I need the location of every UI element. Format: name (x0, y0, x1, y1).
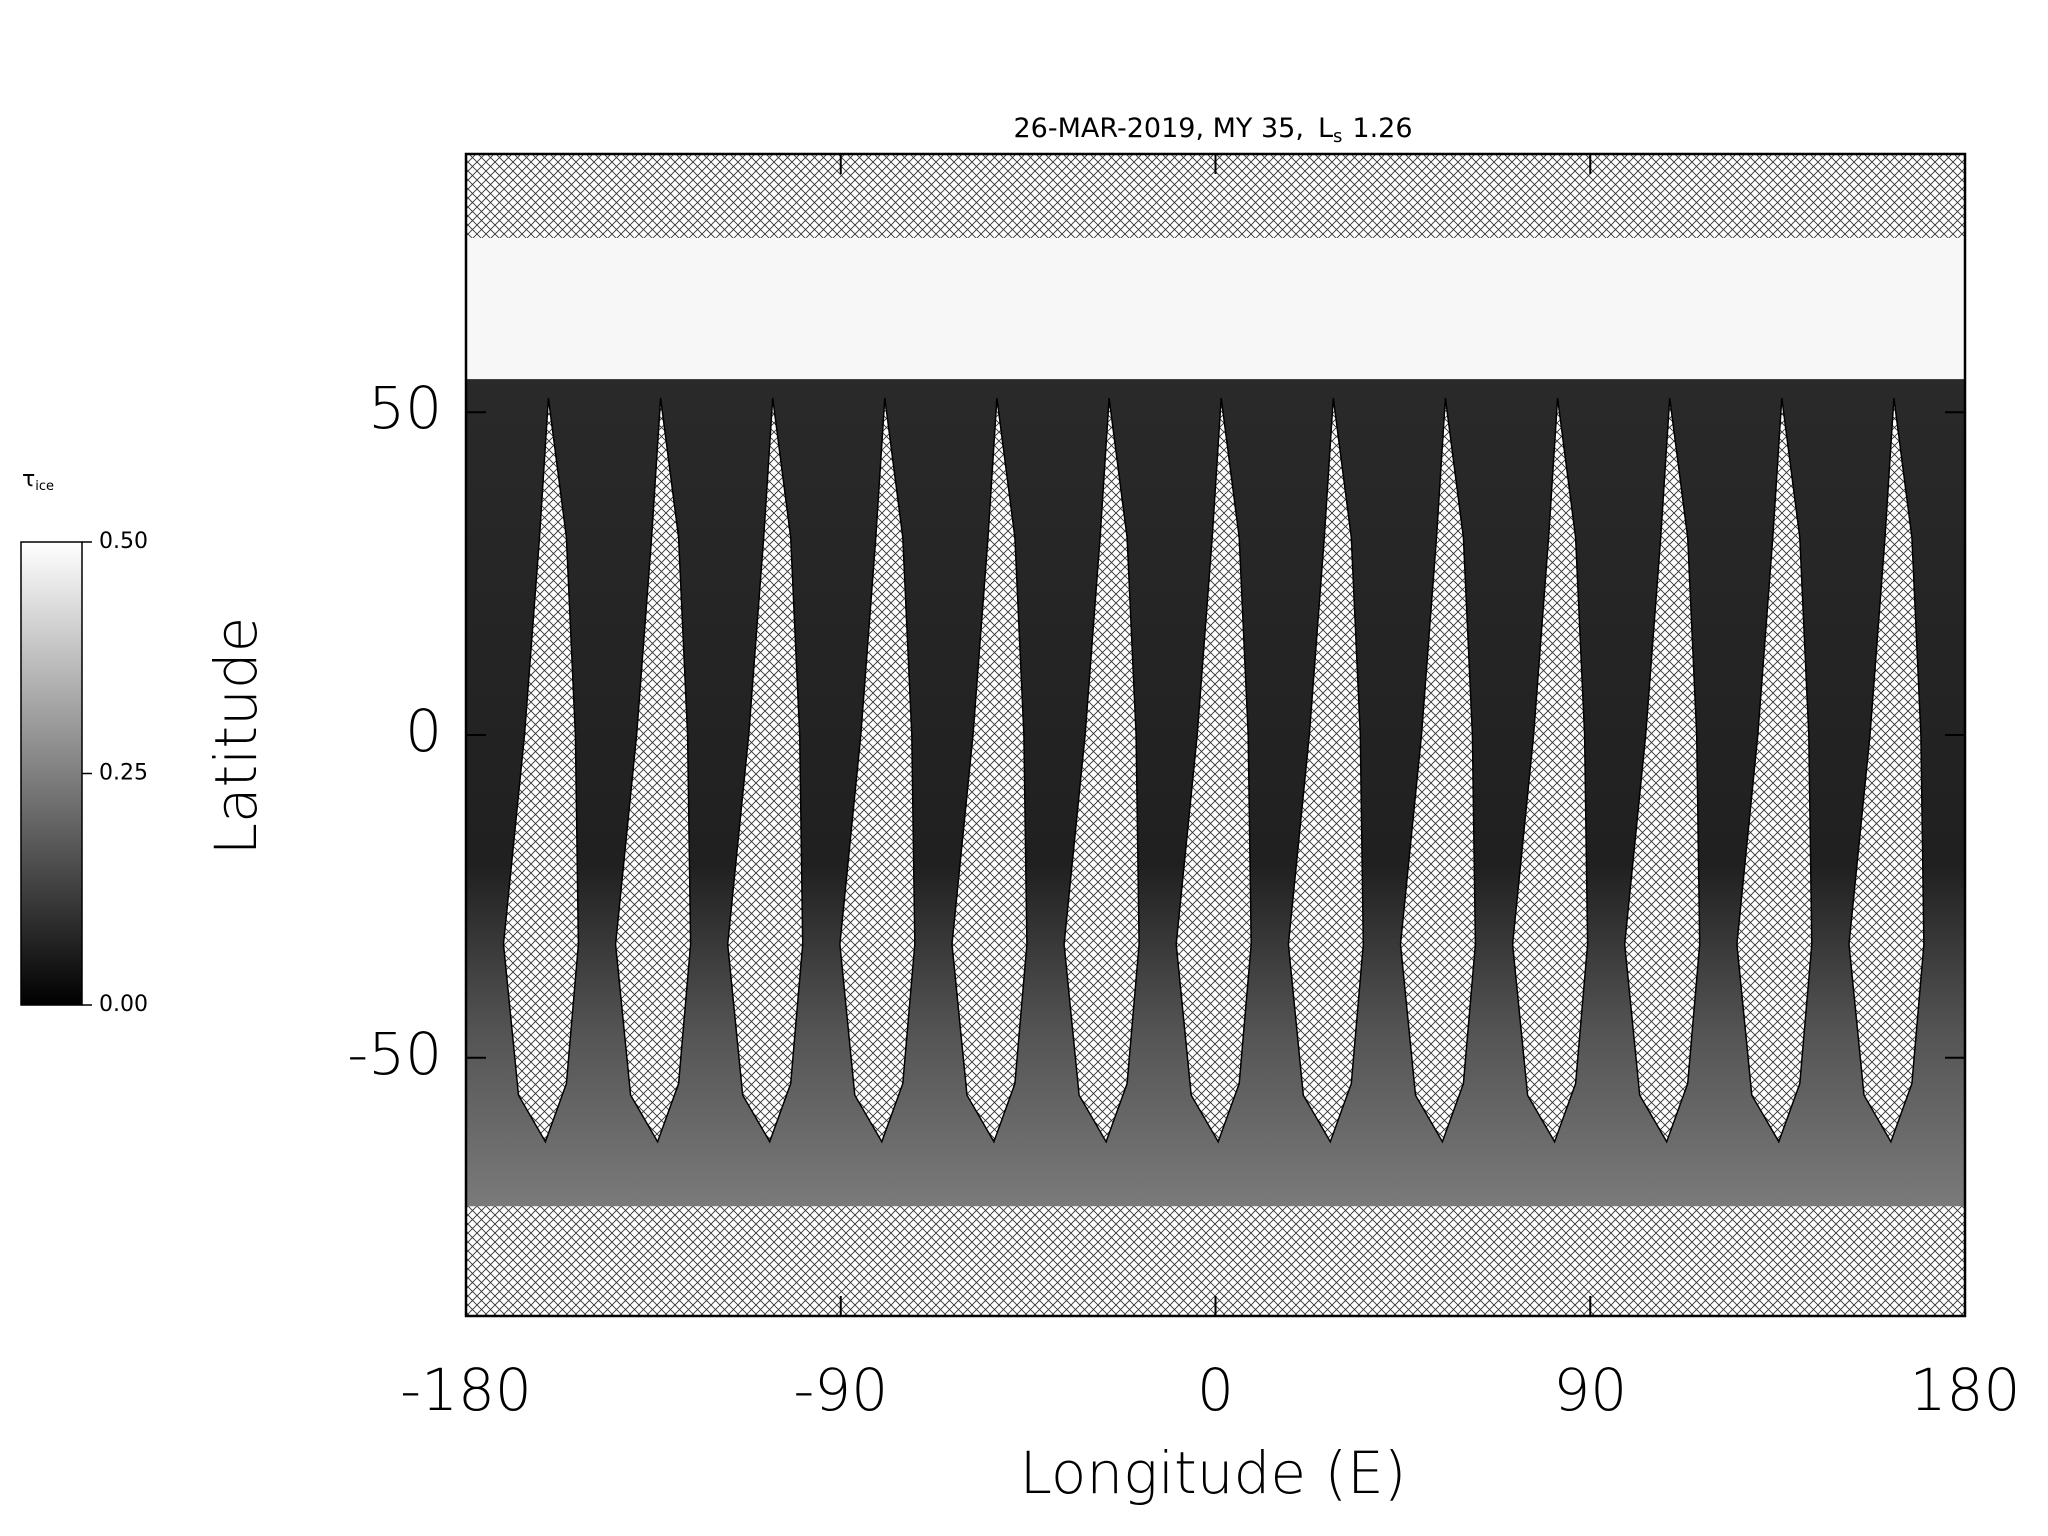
colorbar (20, 541, 83, 1006)
map-area (464, 152, 1967, 1318)
title-subscript: s (1333, 126, 1342, 147)
colorbar-tick-label: 0.50 (99, 529, 148, 554)
swath-gap (726, 397, 804, 1144)
swath-gap (1736, 397, 1813, 1144)
swath-gap (1399, 397, 1477, 1144)
swath-gap (1623, 397, 1701, 1144)
x-tick-label: -90 (793, 1356, 888, 1424)
y-tick-label: 0 (405, 697, 442, 765)
title-symbol: L (1318, 113, 1333, 144)
swath-gap (502, 397, 580, 1144)
swath-gap (951, 397, 1028, 1144)
swath-gap (1063, 397, 1140, 1144)
y-axis-label: Latitude (202, 617, 270, 856)
x-axis-label: Longitude (E) (1020, 1439, 1407, 1507)
x-tick-label: 90 (1553, 1356, 1627, 1424)
title-value: 1.26 (1352, 113, 1412, 144)
swath-gap (1287, 397, 1365, 1144)
colorbar-symbol: τ (22, 467, 35, 492)
swath-gap (614, 397, 692, 1144)
x-tick-label: -180 (400, 1356, 532, 1424)
colorbar-tick-label: 0.00 (99, 992, 148, 1017)
swath-gap (1511, 397, 1589, 1144)
polar-cap (466, 237, 1965, 380)
x-tick-label: 180 (1910, 1356, 2021, 1424)
y-tick-label: -50 (347, 1020, 442, 1088)
swath-gap (839, 397, 916, 1144)
chart-title: 26-MAR-2019, MY 35, Ls 1.26 (1013, 113, 1412, 148)
colorbar-label: τice (22, 467, 54, 494)
colorbar-tick-label: 0.25 (99, 761, 148, 786)
x-tick-label: 0 (1197, 1356, 1234, 1424)
colorbar-subscript: ice (35, 479, 54, 494)
swath-gap (1848, 397, 1925, 1144)
y-tick-label: 50 (368, 374, 442, 442)
title-text: 26-MAR-2019, MY 35, (1013, 113, 1303, 144)
swath-gap (1175, 397, 1252, 1144)
